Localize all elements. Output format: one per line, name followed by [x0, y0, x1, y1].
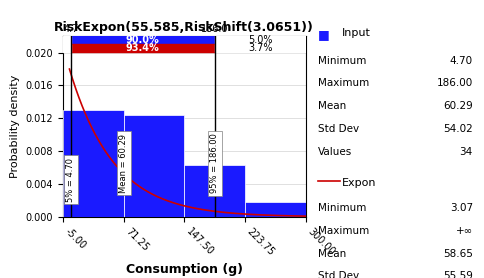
- Bar: [71, 44, 214, 52]
- Text: 54.02: 54.02: [442, 124, 472, 134]
- Text: Expon: Expon: [341, 178, 376, 188]
- Text: ■: ■: [317, 28, 329, 41]
- Text: Minimum: Minimum: [317, 203, 365, 213]
- Text: Std Dev: Std Dev: [317, 271, 358, 278]
- Text: 5% = 4.70: 5% = 4.70: [66, 158, 75, 202]
- Text: 90.0%: 90.0%: [126, 35, 159, 45]
- Text: 4.70: 4.70: [449, 56, 472, 66]
- Bar: [63, 44, 71, 52]
- Bar: [214, 44, 305, 52]
- Text: Minimum: Minimum: [317, 56, 365, 66]
- Text: Input: Input: [341, 28, 370, 38]
- Bar: [184, 165, 244, 217]
- Text: Mean = 60.29: Mean = 60.29: [119, 134, 128, 193]
- Text: +∞: +∞: [454, 226, 472, 236]
- Text: 55.59: 55.59: [442, 271, 472, 278]
- Text: 93.4%: 93.4%: [126, 43, 159, 53]
- Bar: [244, 202, 305, 217]
- Y-axis label: Probability density: Probability density: [10, 75, 20, 178]
- Bar: [123, 115, 184, 217]
- Text: Mean: Mean: [317, 101, 345, 111]
- Text: 3.07: 3.07: [449, 203, 472, 213]
- Text: Values: Values: [317, 147, 351, 157]
- Text: 4.7: 4.7: [63, 24, 78, 34]
- Text: 95% = 186.00: 95% = 186.00: [210, 133, 219, 193]
- X-axis label: Consumption (g): Consumption (g): [125, 263, 242, 276]
- Bar: [63, 110, 123, 217]
- Bar: [63, 36, 71, 44]
- Text: 34: 34: [459, 147, 472, 157]
- Text: 186.0: 186.0: [201, 24, 228, 34]
- Bar: [214, 36, 305, 44]
- Text: Maximum: Maximum: [317, 78, 368, 88]
- Text: 5.0%: 5.0%: [247, 35, 272, 45]
- Title: RiskExpon(55.585,RiskShift(3.0651)): RiskExpon(55.585,RiskShift(3.0651)): [54, 21, 314, 34]
- Text: Mean: Mean: [317, 249, 345, 259]
- Text: Std Dev: Std Dev: [317, 124, 358, 134]
- Text: 58.65: 58.65: [442, 249, 472, 259]
- Text: 186.00: 186.00: [436, 78, 472, 88]
- Bar: [71, 36, 214, 44]
- Text: 3.7%: 3.7%: [247, 43, 272, 53]
- Text: Maximum: Maximum: [317, 226, 368, 236]
- Text: 60.29: 60.29: [442, 101, 472, 111]
